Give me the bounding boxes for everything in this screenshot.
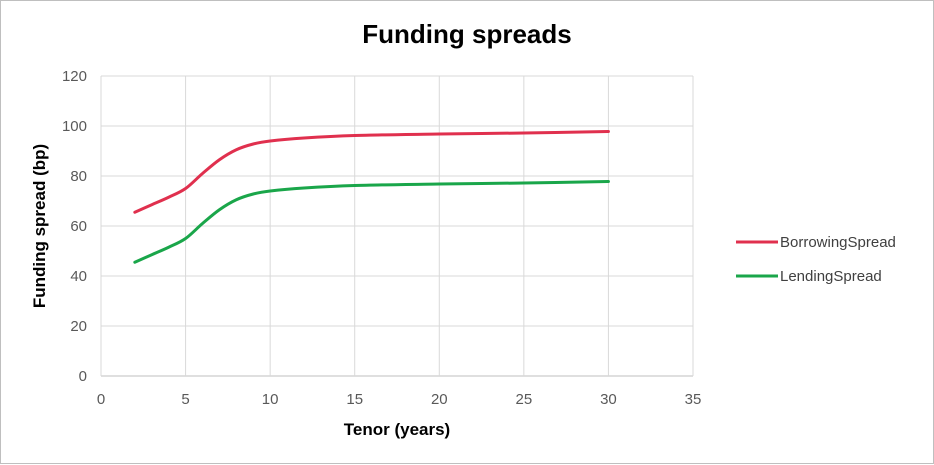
series-group [133,130,610,264]
y-tick-label: 20 [70,318,87,335]
legend: BorrowingSpread LendingSpread [736,234,896,285]
x-tick-label: 30 [600,391,617,408]
x-axis-ticks: 0 5 10 15 20 25 30 35 [97,391,702,408]
x-tick-label: 15 [346,391,363,408]
y-axis-label: Funding spread (bp) [30,144,49,308]
y-axis-ticks: 0 20 40 60 80 100 120 [62,68,87,385]
x-tick-label: 0 [97,391,105,408]
legend-label: BorrowingSpread [780,234,896,251]
gridlines [100,75,694,377]
y-tick-label: 100 [62,118,87,135]
x-tick-label: 25 [516,391,533,408]
x-tick-label: 10 [262,391,279,408]
legend-label: LendingSpread [780,268,882,285]
y-tick-label: 40 [70,268,87,285]
y-tick-label: 120 [62,68,87,85]
x-tick-label: 35 [685,391,702,408]
x-axis-label: Tenor (years) [344,420,450,439]
y-tick-label: 80 [70,168,87,185]
y-tick-label: 60 [70,218,87,235]
x-tick-label: 5 [181,391,189,408]
series-line-lendingspread [133,180,610,264]
series-line-borrowingspread [133,130,610,214]
chart-title: Funding spreads [362,19,571,49]
x-tick-label: 20 [431,391,448,408]
y-tick-label: 0 [79,368,87,385]
